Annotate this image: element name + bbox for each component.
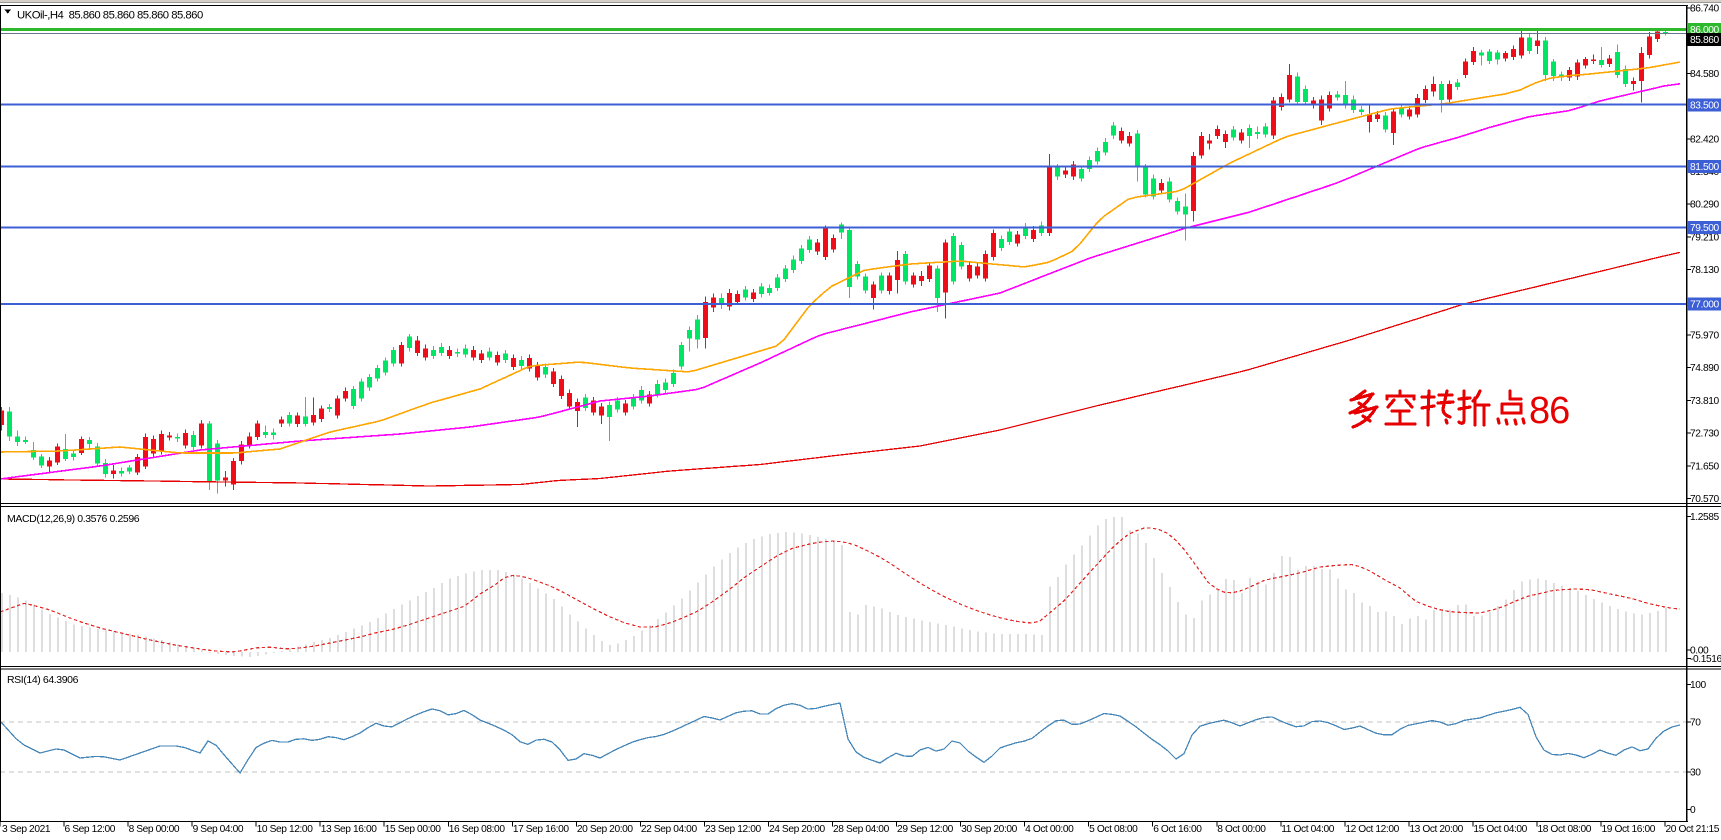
svg-text:73.810: 73.810 <box>1690 396 1719 407</box>
svg-text:0.00: 0.00 <box>1690 646 1709 657</box>
svg-text:77.000: 77.000 <box>1690 300 1719 311</box>
svg-text:1.2585: 1.2585 <box>1690 512 1719 523</box>
svg-text:8 Oct 00:00: 8 Oct 00:00 <box>1217 824 1266 835</box>
svg-text:28 Sep 04:00: 28 Sep 04:00 <box>833 824 890 835</box>
svg-text:4 Oct 00:00: 4 Oct 00:00 <box>1025 824 1074 835</box>
svg-text:23 Sep 12:00: 23 Sep 12:00 <box>705 824 762 835</box>
svg-text:72.730: 72.730 <box>1690 429 1719 440</box>
svg-text:17 Sep 16:00: 17 Sep 16:00 <box>513 824 570 835</box>
svg-text:20 Oct 21:15: 20 Oct 21:15 <box>1666 824 1720 835</box>
svg-text:9 Sep 04:00: 9 Sep 04:00 <box>193 824 244 835</box>
svg-text:-0.1516: -0.1516 <box>1690 654 1721 665</box>
svg-text:74.890: 74.890 <box>1690 363 1719 374</box>
svg-text:5 Oct 08:00: 5 Oct 08:00 <box>1089 824 1138 835</box>
svg-text:16 Sep 08:00: 16 Sep 08:00 <box>449 824 506 835</box>
svg-text:UKOil-,H4 85.860 85.860 85.86: UKOil-,H4 85.860 85.860 85.860 85.860 <box>17 10 203 22</box>
svg-text:MACD(12,26,9) 0.3576 0.2596: MACD(12,26,9) 0.3576 0.2596 <box>7 513 140 525</box>
svg-text:85.860: 85.860 <box>1690 35 1719 46</box>
svg-text:3 Sep 2021: 3 Sep 2021 <box>2 824 51 835</box>
svg-text:10 Sep 12:00: 10 Sep 12:00 <box>257 824 314 835</box>
svg-text:8 Sep 00:00: 8 Sep 00:00 <box>129 824 180 835</box>
svg-text:22 Sep 04:00: 22 Sep 04:00 <box>641 824 698 835</box>
svg-text:75.970: 75.970 <box>1690 331 1719 342</box>
svg-text:86: 86 <box>1529 390 1569 432</box>
svg-text:70.570: 70.570 <box>1690 494 1719 505</box>
svg-text:30: 30 <box>1690 768 1701 779</box>
svg-text:79.210: 79.210 <box>1690 232 1719 243</box>
svg-text:15 Oct 04:00: 15 Oct 04:00 <box>1473 824 1527 835</box>
svg-text:30 Sep 20:00: 30 Sep 20:00 <box>961 824 1018 835</box>
svg-text:12 Oct 12:00: 12 Oct 12:00 <box>1345 824 1399 835</box>
svg-text:13 Sep 16:00: 13 Sep 16:00 <box>321 824 378 835</box>
svg-text:6 Oct 16:00: 6 Oct 16:00 <box>1153 824 1202 835</box>
svg-text:80.290: 80.290 <box>1690 200 1719 211</box>
svg-text:15 Sep 00:00: 15 Sep 00:00 <box>385 824 442 835</box>
svg-text:13 Oct 20:00: 13 Oct 20:00 <box>1409 824 1463 835</box>
svg-text:18 Oct 08:00: 18 Oct 08:00 <box>1537 824 1591 835</box>
svg-text:100: 100 <box>1690 680 1707 691</box>
svg-text:70: 70 <box>1690 718 1701 729</box>
svg-text:86.000: 86.000 <box>1690 25 1719 36</box>
svg-text:71.650: 71.650 <box>1690 461 1719 472</box>
svg-text:83.500: 83.500 <box>1690 101 1719 112</box>
svg-text:79.500: 79.500 <box>1690 223 1719 234</box>
svg-text:6 Sep 12:00: 6 Sep 12:00 <box>65 824 116 835</box>
svg-text:0: 0 <box>1690 805 1696 816</box>
svg-text:RSI(14) 64.3906: RSI(14) 64.3906 <box>7 674 79 686</box>
svg-text:29 Sep 12:00: 29 Sep 12:00 <box>897 824 954 835</box>
svg-text:20 Sep 20:00: 20 Sep 20:00 <box>577 824 634 835</box>
svg-text:24 Sep 20:00: 24 Sep 20:00 <box>769 824 826 835</box>
svg-text:81.500: 81.500 <box>1690 162 1719 173</box>
svg-text:11 Oct 04:00: 11 Oct 04:00 <box>1281 824 1335 835</box>
svg-text:84.580: 84.580 <box>1690 69 1719 80</box>
svg-text:86.740: 86.740 <box>1690 4 1719 15</box>
svg-text:78.130: 78.130 <box>1690 265 1719 276</box>
svg-text:82.420: 82.420 <box>1690 134 1719 145</box>
svg-text:19 Oct 16:00: 19 Oct 16:00 <box>1602 824 1656 835</box>
